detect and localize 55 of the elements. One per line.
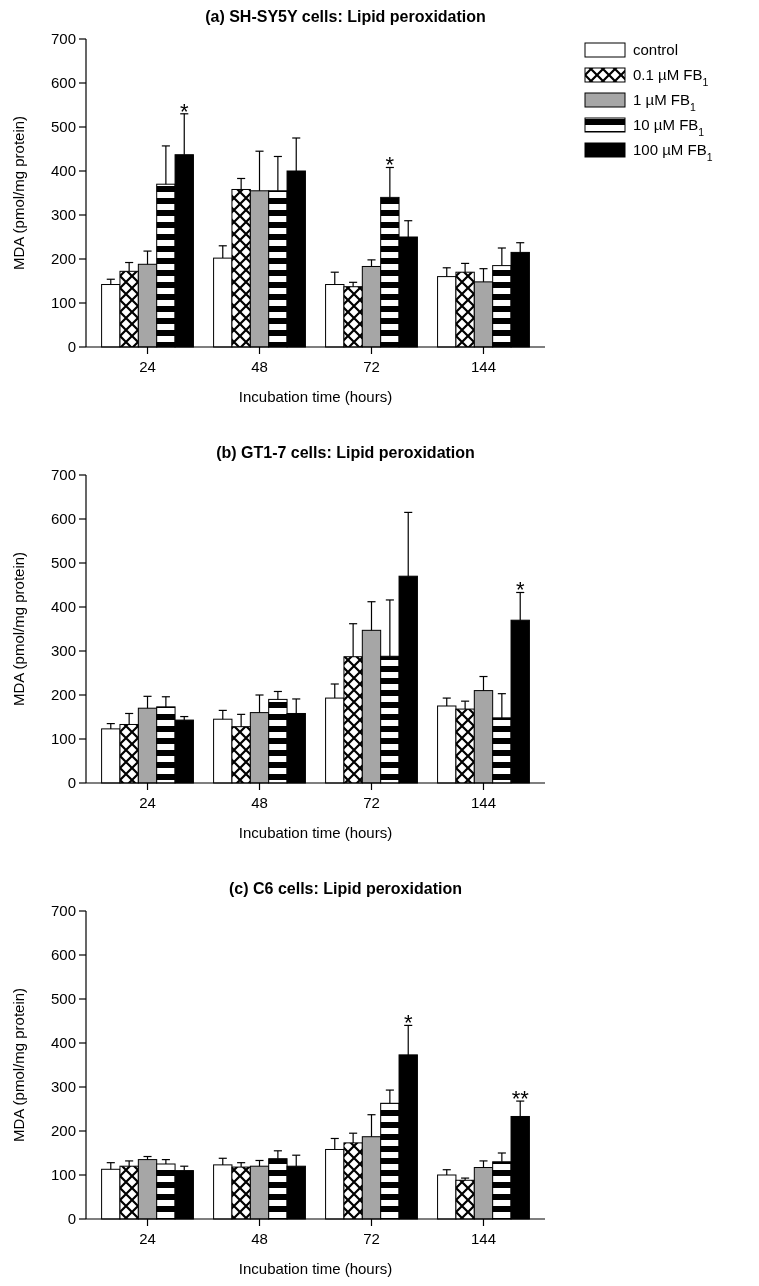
y-tick-label: 0 [67,338,76,356]
y-tick-label: 600 [50,946,76,964]
annotation: * [179,98,189,124]
y-tick-label: 400 [50,598,76,616]
y-tick-label: 100 [50,294,76,312]
y-tick-label: 700 [50,30,76,48]
legend-label: 10 µM FB$_{1}$ [633,116,705,139]
chart-title: (b) GT1-7 cells: Lipid peroxidation [216,444,475,461]
y-tick-label: 500 [50,990,76,1008]
y-tick-label: 0 [67,774,76,792]
x-axis-title: Incubation time (hours) [238,1260,393,1277]
x-tick-label: 72 [363,1230,380,1247]
x-tick-label: 72 [363,358,380,375]
x-tick-label: 24 [139,1230,156,1247]
y-tick-label: 100 [50,730,76,748]
y-tick-label: 0 [67,1210,76,1228]
y-tick-label: 700 [50,466,76,484]
y-tick-label: 300 [50,642,76,660]
y-axis-title: MDA (pmol/mg protein) [10,115,27,271]
annotation: * [515,577,525,603]
legend-label: 0.1 µM FB$_{1}$ [633,66,709,89]
x-tick-label: 24 [139,794,156,811]
x-tick-label: 72 [363,794,380,811]
y-tick-label: 600 [50,510,76,528]
y-tick-label: 300 [50,1078,76,1096]
x-axis-title: Incubation time (hours) [238,824,393,841]
annotation: * [385,152,395,178]
annotation: * [403,1010,413,1036]
legend-label: 100 µM FB$_{1}$ [633,141,713,164]
y-tick-label: 500 [50,118,76,136]
y-tick-label: 300 [50,206,76,224]
y-tick-label: 200 [50,686,76,704]
x-tick-label: 24 [139,358,156,375]
y-tick-label: 400 [50,162,76,180]
chart-title: (a) SH-SY5Y cells: Lipid peroxidation [205,8,486,25]
y-tick-label: 200 [50,1122,76,1140]
y-tick-label: 400 [50,1034,76,1052]
x-tick-label: 144 [470,794,496,811]
x-tick-label: 48 [251,794,268,811]
x-tick-label: 48 [251,1230,268,1247]
x-axis-title: Incubation time (hours) [238,388,393,405]
x-tick-label: 48 [251,358,268,375]
y-tick-label: 600 [50,74,76,92]
x-tick-label: 144 [470,358,496,375]
y-tick-label: 100 [50,1166,76,1184]
y-tick-label: 700 [50,902,76,920]
y-tick-label: 500 [50,554,76,572]
y-axis-title: MDA (pmol/mg protein) [10,551,27,707]
chart-title: (c) C6 cells: Lipid peroxidation [229,880,462,897]
y-axis-title: MDA (pmol/mg protein) [10,987,27,1143]
x-tick-label: 144 [470,1230,496,1247]
y-tick-label: 200 [50,250,76,268]
legend-label: control [633,41,679,59]
legend-label: 1 µM FB$_{1}$ [633,91,696,114]
annotation: ** [511,1086,530,1112]
